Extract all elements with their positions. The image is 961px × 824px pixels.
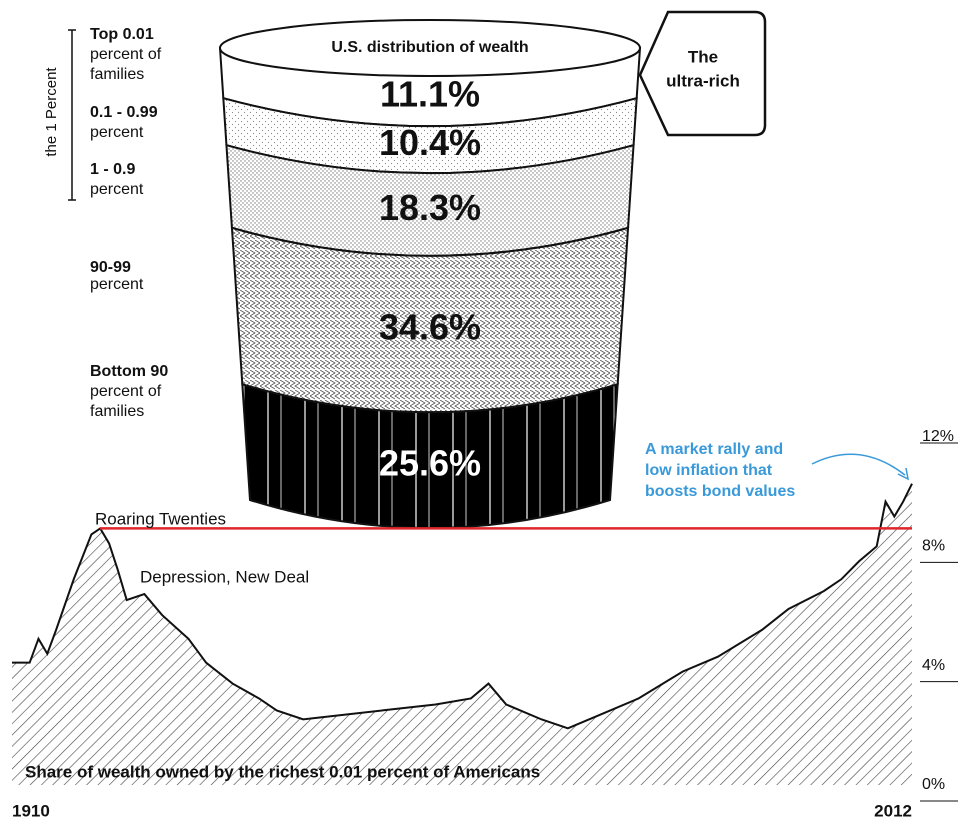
category-label: families: [90, 403, 144, 420]
chart-title: U.S. distribution of wealth: [331, 39, 528, 56]
y-tick-label: 0%: [922, 776, 945, 793]
note-arrow: [897, 467, 910, 481]
value-label: 34.6%: [379, 307, 481, 348]
callout-box: [638, 10, 767, 137]
category-label: 0.1 - 0.99: [90, 104, 158, 121]
note-arrow: [811, 453, 906, 476]
category-label: percent: [90, 181, 144, 198]
callout-text: ultra-rich: [666, 71, 740, 90]
category-label: Bottom 90: [90, 363, 168, 380]
area-line: [12, 483, 913, 730]
bracket-label: the 1 Percent: [43, 67, 60, 157]
y-tick-label: 4%: [922, 657, 945, 674]
category-label: percent of: [90, 383, 162, 400]
category-label: 90-99: [90, 259, 131, 276]
value-label: 25.6%: [379, 443, 481, 484]
highlight-note: low inflation that: [645, 462, 773, 479]
cup-segment: [241, 382, 619, 529]
x-tick-label: 1910: [12, 801, 50, 820]
category-label: families: [90, 66, 144, 83]
x-tick-label: 2012: [874, 801, 912, 820]
y-tick-label: 12%: [922, 428, 954, 445]
value-label: 11.1%: [380, 74, 480, 115]
highlight-note: boosts bond values: [645, 483, 795, 500]
highlight-note: A market rally and: [645, 441, 783, 458]
value-label: 10.4%: [379, 122, 481, 163]
category-label: percent: [90, 276, 144, 293]
area-fill: [12, 483, 912, 785]
y-tick-label: 8%: [922, 538, 945, 555]
annotation: Roaring Twenties: [95, 509, 226, 528]
annotation: Depression, New Deal: [140, 567, 309, 586]
cup-rim: [219, 19, 641, 77]
value-label: 18.3%: [379, 187, 481, 228]
callout-text: The: [688, 47, 718, 66]
category-label: Top 0.01: [90, 26, 154, 43]
category-label: 1 - 0.9: [90, 161, 135, 178]
category-label: percent: [90, 124, 144, 141]
chart-title: Share of wealth owned by the richest 0.0…: [25, 762, 540, 781]
category-label: percent of: [90, 46, 162, 63]
